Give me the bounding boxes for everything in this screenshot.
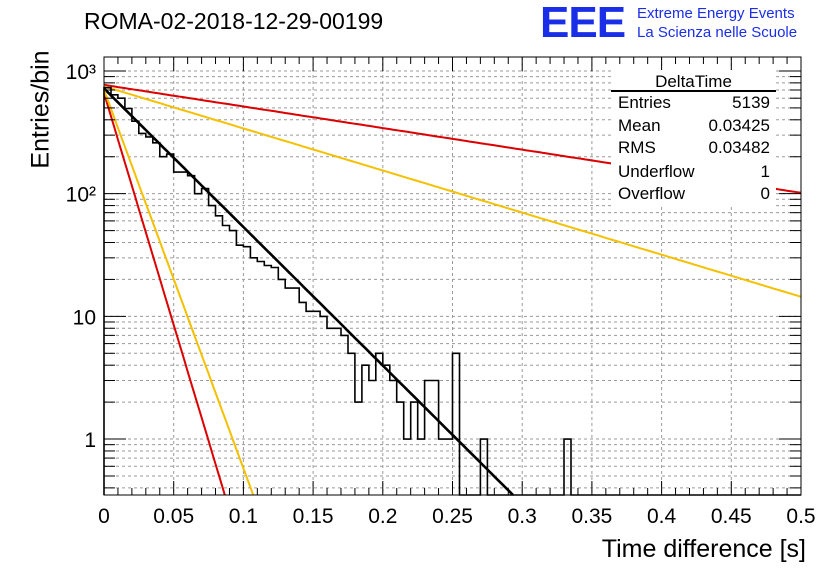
stats-divider: [611, 90, 776, 92]
y-tick-label: 10²: [66, 184, 96, 207]
x-tick-label: 0.1: [229, 505, 258, 528]
stats-key: Entries: [618, 93, 671, 112]
x-tick-label: 0.4: [647, 505, 677, 528]
orange-fit-curve: [103, 89, 255, 496]
x-tick-label: 0.35: [571, 505, 612, 528]
black-fit-curve: [103, 87, 514, 496]
stats-key: Mean: [618, 116, 661, 135]
y-tick-label: 10: [73, 306, 96, 329]
y-tick-label: 1: [84, 429, 96, 452]
stats-row-underflow: Underflow 1: [618, 162, 770, 184]
x-tick-label: 0.45: [711, 505, 752, 528]
stats-value: 0.03482: [708, 138, 770, 157]
stats-key: Overflow: [618, 184, 686, 203]
logo-mark: EEE: [540, 0, 626, 47]
stats-row-rms: RMS 0.03482: [618, 138, 770, 160]
y-axis-label: Entries/bin: [26, 50, 55, 169]
x-tick-label: 0.5: [786, 505, 815, 528]
eee-logo: EEE Extreme Energy Events La Scienza nel…: [540, 0, 836, 47]
stats-row-mean: Mean 0.03425: [618, 116, 770, 138]
y-tick-label: 10³: [66, 61, 96, 84]
stats-value: 5139: [732, 93, 770, 112]
stats-row-entries: Entries 5139: [618, 93, 770, 115]
stats-value: 0: [760, 184, 770, 203]
x-tick-label: 0.2: [368, 505, 397, 528]
stats-value: 1: [760, 162, 770, 181]
axis-ticks: [103, 57, 802, 495]
x-tick-label: 0.3: [508, 505, 537, 528]
x-tick-label: 0.05: [153, 505, 194, 528]
stats-key: Underflow: [618, 162, 695, 181]
x-tick-label: 0.25: [432, 505, 473, 528]
x-tick-labels: 0 0.05 0.1 0.15 0.2 0.25 0.3 0.35 0.4 0.45 0.5: [98, 505, 815, 528]
stats-box: DeltaTime Entries 5139 Mean 0.03425 RMS …: [611, 70, 776, 207]
stats-value: 0.03425: [708, 116, 770, 135]
stats-key: RMS: [618, 138, 656, 157]
logo-line2: La Scienza nelle Scuole: [637, 24, 798, 41]
stats-row-overflow: Overflow 0: [618, 184, 770, 206]
red-fit-curve: [103, 92, 226, 496]
logo-line1: Extreme Energy Events: [637, 5, 795, 22]
x-axis-label: Time difference [s]: [601, 535, 806, 563]
y-tick-labels: 1 10 10² 10³: [66, 61, 96, 452]
x-tick-label: 0.15: [293, 505, 334, 528]
x-tick-label: 0: [98, 505, 110, 528]
stats-title: DeltaTime: [655, 72, 732, 91]
orange-fit-curve: [103, 85, 802, 298]
page-title: ROMA-02-2018-12-29-00199: [84, 8, 384, 34]
